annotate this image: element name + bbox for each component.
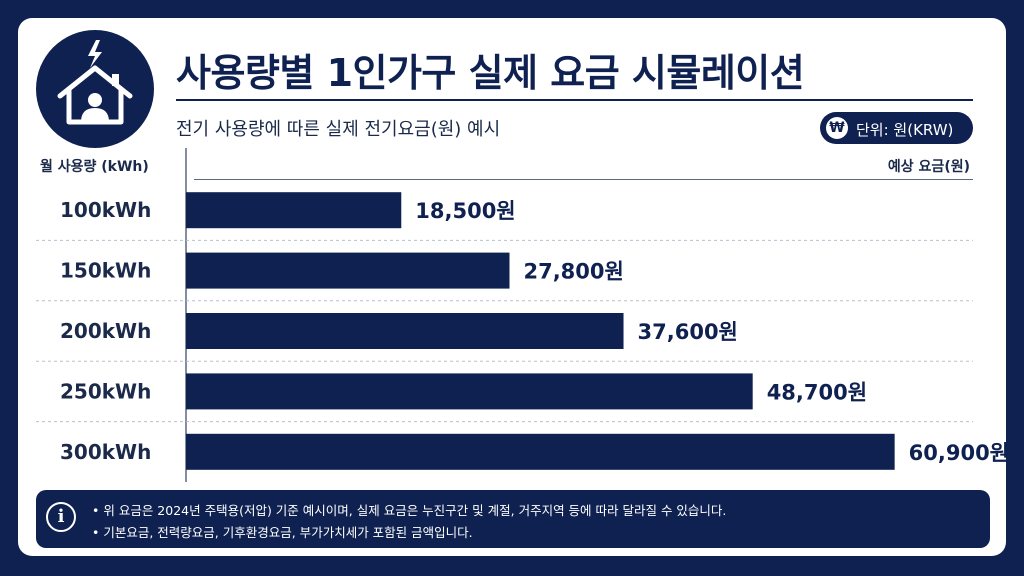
won-icon: ₩ [826,117,848,139]
bar [186,192,402,229]
unit-badge: ₩ 단위: 원(KRW) [820,112,973,144]
page-title: 사용량별 1인가구 실제 요금 시뮬레이션 [176,51,805,95]
value-label: 60,900원 [909,441,1009,465]
category-label: 150kWh [60,259,151,283]
info-icon: i [46,502,76,532]
value-label: 18,500원 [415,199,515,223]
house-person-lightning-icon [36,30,154,148]
header-divider [194,179,973,180]
category-label: 250kWh [60,379,151,403]
value-label: 48,700원 [767,380,867,404]
category-label: 100kWh [60,198,151,222]
bar [186,252,510,289]
note-line-1: • 위 요금은 2024년 주택용(저압) 기준 예시이며, 실제 요금은 누진… [92,503,727,518]
title-divider [176,99,973,101]
value-label: 37,600원 [638,320,738,344]
bar [186,433,895,470]
value-label: 27,800원 [523,260,623,284]
category-label: 300kWh [60,440,151,464]
bar [186,313,624,349]
category-label: 200kWh [60,319,151,343]
note-line-2: • 기본요금, 전력량요금, 기후환경요금, 부가가치세가 포함된 금액입니다. [92,525,473,540]
notes-panel: i • 위 요금은 2024년 주택용(저압) 기준 예시이며, 실제 요금은 … [36,490,990,548]
cost-column-header: 예상 요금(원) [887,159,970,175]
page-subtitle: 전기 사용량에 따른 실제 전기요금(원) 예시 [176,119,501,140]
bar [186,373,753,410]
usage-column-header: 월 사용량 (kWh) [40,159,149,175]
unit-label: 단위: 원(KRW) [856,121,954,139]
